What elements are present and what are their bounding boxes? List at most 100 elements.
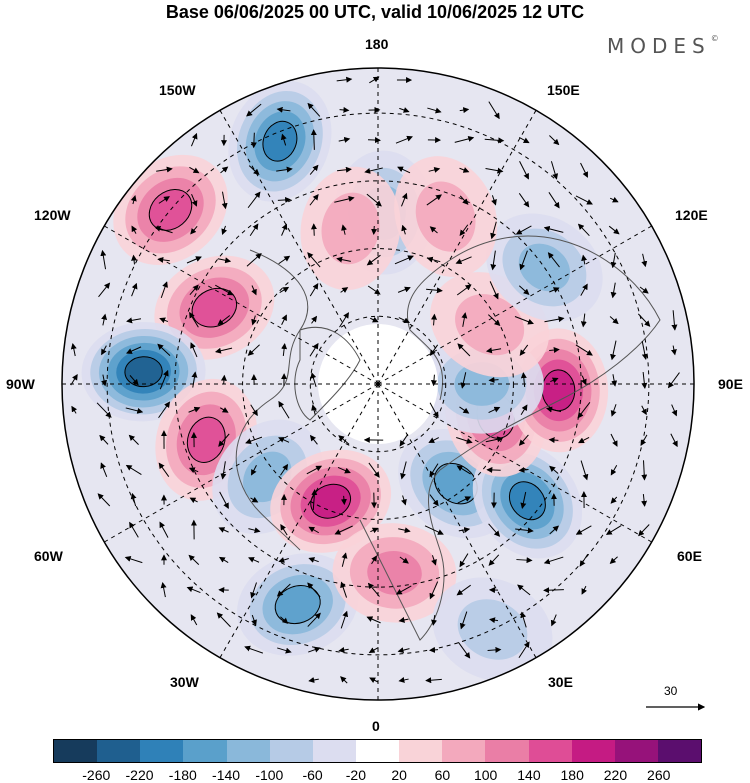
wind-vector [579,553,589,567]
wind-vector [518,285,530,295]
wind-vector [340,676,348,684]
wind-vector [100,249,107,270]
wind-vector [70,374,78,386]
wind-vector [338,136,351,143]
wind-vector [338,435,350,445]
wind-vector [487,646,502,653]
wind-vector [456,284,472,296]
wind-vector [126,317,142,324]
wind-vector [337,466,351,474]
wind-vector [515,527,534,534]
wind-vector [518,434,529,446]
wind-vector [307,582,321,598]
wind-vector [219,491,229,510]
wind-vector [186,586,201,593]
wind-vector [310,223,317,236]
wind-vector [251,464,257,476]
coast-greenland [294,326,361,421]
wind-vector [278,437,290,443]
wind-vector [428,646,439,653]
wind-vector [218,433,230,447]
wind-vector [310,372,317,387]
wind-vector [459,553,469,568]
colorbar-tick-label: -140 [212,767,241,783]
wind-vector [250,582,257,599]
wind-vector [638,524,650,537]
wind-vector [460,372,467,389]
wind-vector [129,521,139,538]
wind-vector [399,433,409,447]
wind-vector [336,76,353,83]
wind-vector [459,406,470,414]
wind-vector [575,195,593,205]
wind-vector [398,527,411,534]
wind-vector [671,404,678,417]
colorbar-swatch [355,740,400,762]
wind-vector [549,525,560,535]
wind-vector [610,433,618,447]
wind-vector [246,253,262,267]
wind-vector [279,286,290,293]
wind-vector [514,316,534,325]
wind-vector [248,557,260,563]
colorbar-swatch [269,740,313,762]
wind-vector [276,583,291,597]
polar-map [61,67,706,711]
wind-vector [131,282,138,297]
wind-vector [519,136,530,144]
wind-vector [457,641,471,659]
wind-vector [488,376,499,383]
wind-vector [189,284,199,296]
wind-vector [308,557,319,563]
wind-vector [160,581,167,598]
wind-vector [546,406,562,413]
wind-vector [520,372,527,387]
wind-vector [280,463,289,476]
wind-vector [459,167,470,173]
wind-vector [308,526,320,534]
wind-vector [397,166,411,174]
wind-vector [278,557,289,563]
wind-vector [427,107,442,114]
wind-vector [249,223,259,237]
wind-vector [218,556,229,563]
anomaly-contour [148,188,193,231]
wind-vector [101,374,108,387]
wind-vector [368,462,380,478]
lon-label-0: 0 [372,718,380,734]
wind-vector [516,557,533,564]
wind-vector [400,461,407,480]
colorbar-tick-label: 60 [434,767,451,783]
wind-vector [96,402,112,418]
lon-label-60e: 60E [677,548,702,564]
lon-label-120e: 120E [675,207,708,223]
wind-vector [575,344,593,356]
wind-vector [191,193,198,207]
wind-vector [307,612,321,627]
wind-vector [426,194,442,206]
wind-vector [429,494,439,507]
colorbar-swatch [183,740,227,762]
wind-vector [520,491,527,509]
colorbar-swatch [312,740,356,762]
wind-vector [159,369,169,390]
coast-siberia [406,259,451,401]
wind-vector [250,496,259,503]
wind-vector [455,256,472,265]
wind-vector [128,434,139,445]
wind-vector [670,345,677,356]
wind-vector [366,254,381,266]
wind-vector [394,255,414,265]
wind-vector [459,195,469,205]
wind-vector [399,556,409,564]
wind-vector [544,316,565,323]
wind-vector [124,556,143,564]
wind-vector [278,255,291,265]
wind-vector [98,282,111,298]
wind-vector [188,554,200,565]
wind-vector [456,437,473,444]
wind-vector [125,407,144,414]
wind-vector [370,527,379,534]
logo-text: MODES [607,34,711,58]
colorbar-swatch [140,740,184,762]
